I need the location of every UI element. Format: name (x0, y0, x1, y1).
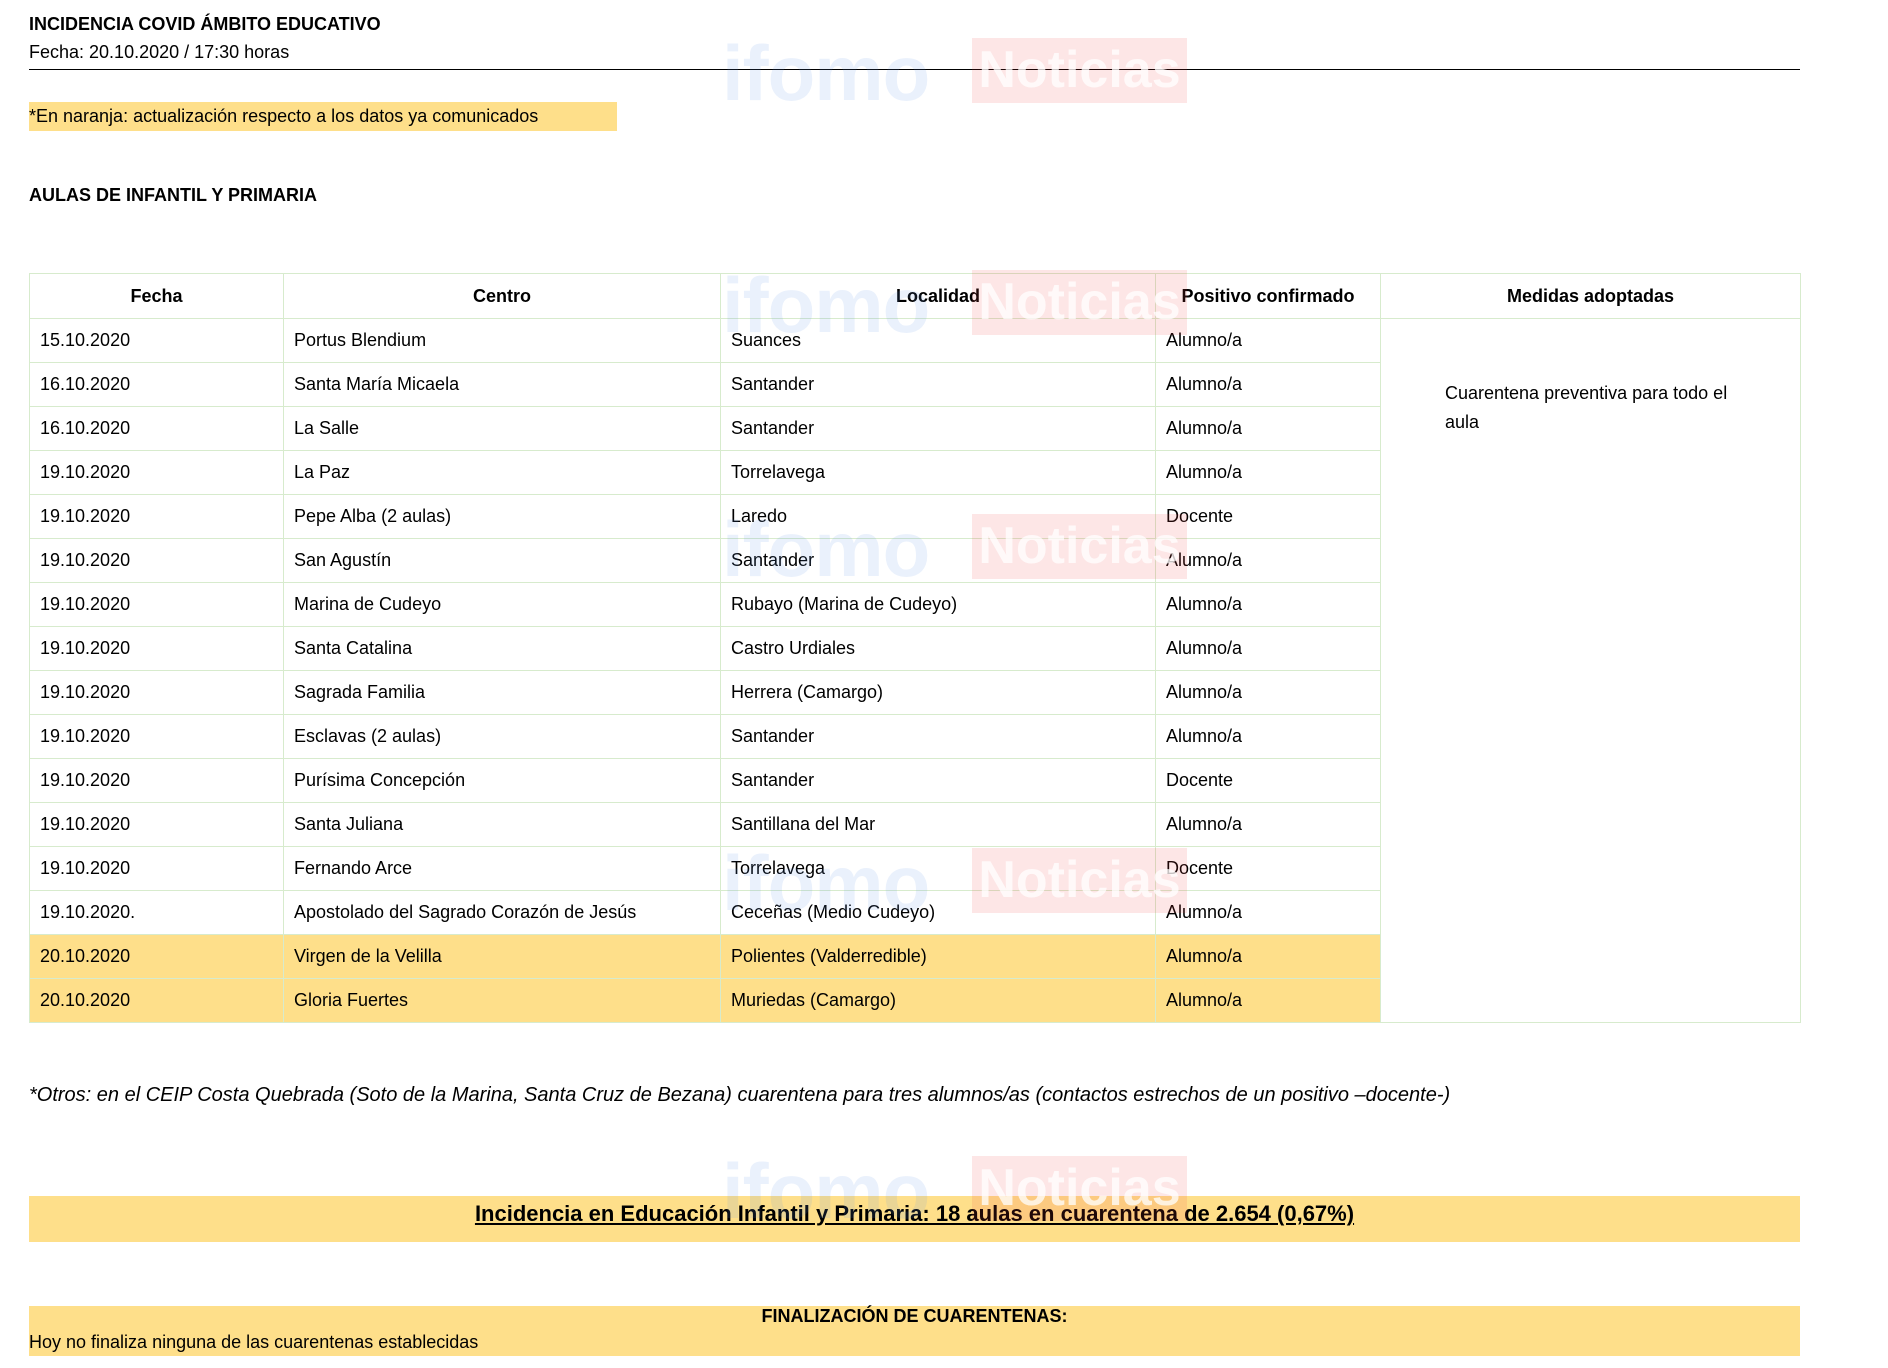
table-row: 19.10.2020 San Agustín Santander Alumno/a (29, 538, 1801, 583)
cell-positivo: Alumno/a (1155, 714, 1381, 759)
quarantine-end-box: FINALIZACIÓN DE CUARENTENAS: Hoy no fina… (29, 1306, 1800, 1356)
table-header-row: Fecha Centro Localidad Positivo confirma… (29, 273, 1801, 319)
cell-localidad: Torrelavega (720, 846, 1156, 891)
document-date: Fecha: 20.10.2020 / 17:30 horas (29, 42, 290, 62)
cell-centro: Santa María Micaela (283, 362, 721, 407)
watermark-text: Noticias (972, 38, 1187, 103)
cell-centro: Pepe Alba (2 aulas) (283, 494, 721, 539)
cell-localidad: Torrelavega (720, 450, 1156, 495)
cell-centro: Portus Blendium (283, 318, 721, 363)
cell-fecha: 16.10.2020 (29, 362, 284, 407)
cell-positivo: Alumno/a (1155, 978, 1381, 1023)
quarantine-end-text: Hoy no finaliza ninguna de las cuarenten… (29, 1332, 479, 1352)
table-row: 16.10.2020 La Salle Santander Alumno/a (29, 406, 1801, 451)
cell-localidad: Santander (720, 406, 1156, 451)
document-title: INCIDENCIA COVID ÁMBITO EDUCATIVO (29, 14, 381, 34)
cell-localidad: Laredo (720, 494, 1156, 539)
cell-positivo: Docente (1155, 846, 1381, 891)
cell-localidad: Suances (720, 318, 1156, 363)
column-header-centro: Centro (283, 273, 721, 319)
cell-centro: Gloria Fuertes (283, 978, 721, 1023)
header-divider (29, 69, 1800, 70)
cell-fecha: 19.10.2020 (29, 538, 284, 583)
cell-centro: Esclavas (2 aulas) (283, 714, 721, 759)
cell-positivo: Alumno/a (1155, 626, 1381, 671)
cell-centro: Fernando Arce (283, 846, 721, 891)
cell-positivo: Docente (1155, 758, 1381, 803)
cell-localidad: Santander (720, 714, 1156, 759)
table-row: 19.10.2020 Marina de Cudeyo Rubayo (Marina… (29, 582, 1801, 627)
cell-positivo: Alumno/a (1155, 582, 1381, 627)
cell-localidad: Rubayo (Marina de Cudeyo) (720, 582, 1156, 627)
column-header-fecha: Fecha (29, 273, 284, 319)
table-row: 20.10.2020 Gloria Fuertes Muriedas (Camarg… (29, 978, 1801, 1023)
cell-localidad: Herrera (Camargo) (720, 670, 1156, 715)
cell-positivo: Alumno/a (1155, 934, 1381, 979)
table-row: 19.10.2020 Pepe Alba (2 aulas) Laredo Docen… (29, 494, 1801, 539)
incidence-summary: Incidencia en Educación Infantil y Prima… (29, 1196, 1800, 1242)
table-row: 16.10.2020 Santa María Micaela Santander Al… (29, 362, 1801, 407)
cell-centro: La Salle (283, 406, 721, 451)
table-row: 19.10.2020 Santa Catalina Castro Urdiales A… (29, 626, 1801, 671)
cell-localidad: Santander (720, 758, 1156, 803)
cell-centro: San Agustín (283, 538, 721, 583)
cell-fecha: 20.10.2020 (29, 978, 284, 1023)
cell-centro: Santa Catalina (283, 626, 721, 671)
cell-fecha: 15.10.2020 (29, 318, 284, 363)
cell-fecha: 19.10.2020 (29, 582, 284, 627)
cell-fecha: 19.10.2020 (29, 626, 284, 671)
cell-fecha: 19.10.2020 (29, 714, 284, 759)
table-row: 19.10.2020 La Paz Torrelavega Alumno/a (29, 450, 1801, 495)
table-row: 15.10.2020 Portus Blendium Suances Alumno/a… (29, 318, 1801, 1023)
cell-centro: Marina de Cudeyo (283, 582, 721, 627)
column-header-medidas: Medidas adoptadas (1380, 273, 1801, 319)
cell-positivo: Alumno/a (1155, 450, 1381, 495)
section-title: AULAS DE INFANTIL Y PRIMARIA (29, 185, 318, 205)
cell-localidad: Santander (720, 362, 1156, 407)
cell-fecha: 19.10.2020 (29, 670, 284, 715)
cell-localidad: Santander (720, 538, 1156, 583)
cell-fecha: 19.10.2020 (29, 758, 284, 803)
cell-centro: Sagrada Familia (283, 670, 721, 715)
cell-localidad: Muriedas (Camargo) (720, 978, 1156, 1023)
cell-positivo: Alumno/a (1155, 802, 1381, 847)
cell-fecha: 19.10.2020 (29, 494, 284, 539)
cell-positivo: Alumno/a (1155, 406, 1381, 451)
cell-centro: Purísima Concepción (283, 758, 721, 803)
quarantine-end-title: FINALIZACIÓN DE CUARENTENAS: (761, 1306, 1068, 1326)
table-row: 19.10.2020 Fernando Arce Torrelavega Docent… (29, 846, 1801, 891)
cell-positivo: Alumno/a (1155, 538, 1381, 583)
table-row: 19.10.2020. Apostolado del Sagrado Corazó… (29, 890, 1801, 935)
cell-localidad: Ceceñas (Medio Cudeyo) (720, 890, 1156, 935)
cell-fecha: 19.10.2020 (29, 802, 284, 847)
cell-medidas: Cuarentena preventiva para todo el aula (1380, 318, 1801, 1023)
cell-positivo: Alumno/a (1155, 670, 1381, 715)
incidence-table: Fecha Centro Localidad Positivo confirma… (29, 273, 1801, 1023)
watermark-text: ifomo (722, 29, 930, 117)
cell-centro: La Paz (283, 450, 721, 495)
cell-centro: Apostolado del Sagrado Corazón de Jesús (283, 890, 721, 935)
cell-positivo: Alumno/a (1155, 890, 1381, 935)
update-note: *En naranja: actualización respecto a lo… (29, 102, 617, 131)
cell-localidad: Castro Urdiales (720, 626, 1156, 671)
table-row: 20.10.2020 Virgen de la Velilla Polientes … (29, 934, 1801, 979)
column-header-positivo: Positivo confirmado (1155, 273, 1381, 319)
cell-localidad: Santillana del Mar (720, 802, 1156, 847)
cell-fecha: 19.10.2020 (29, 450, 284, 495)
cell-fecha: 16.10.2020 (29, 406, 284, 451)
incidence-summary-text: Incidencia en Educación Infantil y Prima… (474, 1201, 1355, 1226)
table-row: 19.10.2020 Santa Juliana Santillana del Ma… (29, 802, 1801, 847)
otros-note: *Otros: en el CEIP Costa Quebrada (Soto … (29, 1084, 1451, 1106)
column-header-localidad: Localidad (720, 273, 1156, 319)
cell-centro: Santa Juliana (283, 802, 721, 847)
cell-localidad: Polientes (Valderredible) (720, 934, 1156, 979)
cell-positivo: Alumno/a (1155, 318, 1381, 363)
table-row: 19.10.2020 Sagrada Familia Herrera (Camarg… (29, 670, 1801, 715)
cell-positivo: Docente (1155, 494, 1381, 539)
cell-centro: Virgen de la Velilla (283, 934, 721, 979)
cell-fecha: 19.10.2020 (29, 846, 284, 891)
cell-fecha: 20.10.2020 (29, 934, 284, 979)
cell-positivo: Alumno/a (1155, 362, 1381, 407)
cell-fecha: 19.10.2020. (29, 890, 284, 935)
